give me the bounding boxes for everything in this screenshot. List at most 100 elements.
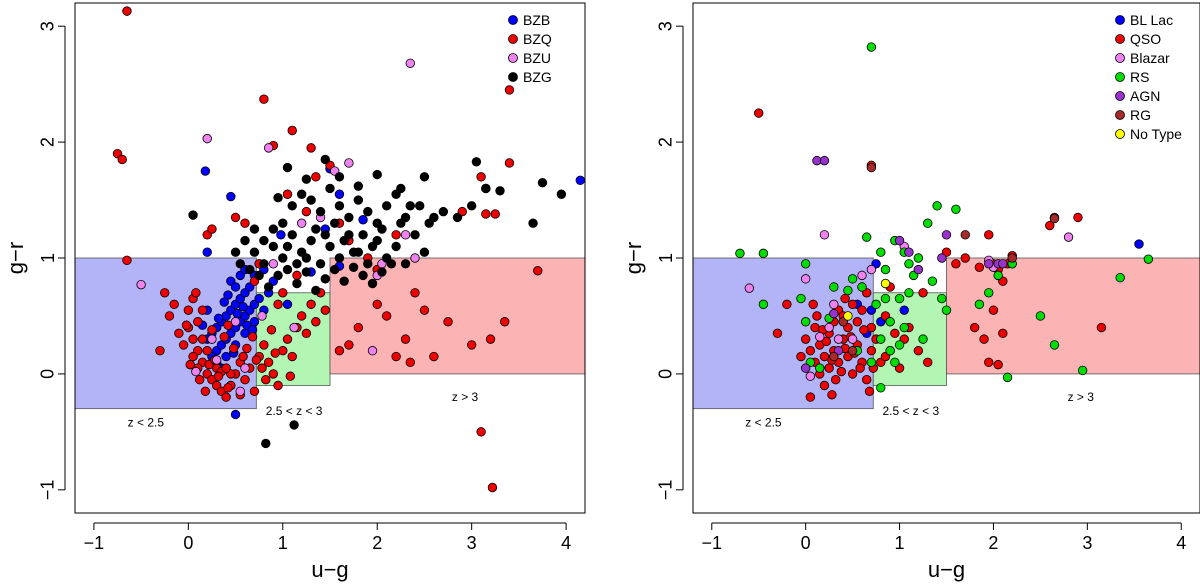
data-point bbox=[904, 288, 914, 298]
y-tick-label: 3 bbox=[656, 21, 676, 31]
data-point bbox=[296, 218, 307, 228]
data-point bbox=[829, 282, 839, 292]
data-point bbox=[320, 230, 330, 240]
data-point bbox=[805, 371, 816, 381]
data-point bbox=[808, 299, 818, 310]
data-point bbox=[282, 334, 293, 344]
data-point bbox=[160, 288, 170, 298]
data-point bbox=[377, 267, 387, 277]
data-point bbox=[363, 206, 373, 217]
data-point bbox=[202, 247, 212, 257]
data-point bbox=[800, 363, 811, 373]
data-point bbox=[268, 241, 279, 252]
data-point bbox=[899, 305, 909, 315]
legend-label: BZU bbox=[523, 50, 551, 66]
region-label: 2.5 < z < 3 bbox=[266, 404, 323, 418]
data-point bbox=[805, 392, 816, 402]
data-point bbox=[259, 94, 269, 104]
data-point bbox=[238, 301, 248, 312]
data-point bbox=[242, 343, 252, 354]
data-point bbox=[257, 311, 267, 321]
x-tick-label: 2 bbox=[372, 533, 382, 553]
data-point bbox=[207, 224, 217, 234]
data-point bbox=[169, 299, 179, 310]
data-point bbox=[185, 359, 195, 370]
data-point bbox=[400, 334, 411, 344]
data-point bbox=[282, 264, 293, 275]
data-point bbox=[410, 288, 420, 298]
region-label: z < 2.5 bbox=[745, 416, 782, 430]
y-tick-label: 0 bbox=[656, 369, 676, 379]
data-point bbox=[913, 253, 924, 263]
data-point bbox=[301, 253, 312, 263]
data-point bbox=[800, 317, 811, 327]
data-point bbox=[193, 317, 203, 327]
data-point bbox=[263, 357, 274, 368]
data-point bbox=[259, 235, 269, 246]
data-point bbox=[951, 204, 961, 215]
data-point bbox=[438, 206, 449, 217]
data-point bbox=[136, 279, 146, 290]
data-point bbox=[396, 183, 406, 194]
data-point bbox=[289, 420, 299, 430]
data-point bbox=[292, 278, 302, 289]
data-point bbox=[249, 224, 260, 234]
data-point bbox=[857, 282, 867, 292]
data-point bbox=[424, 218, 434, 228]
data-point bbox=[325, 241, 335, 252]
data-point bbox=[866, 42, 877, 52]
data-point bbox=[273, 380, 283, 391]
data-point bbox=[278, 218, 288, 228]
data-point bbox=[358, 230, 368, 240]
data-point bbox=[419, 305, 430, 315]
x-tick-label: 2 bbox=[988, 533, 998, 553]
data-point bbox=[829, 308, 839, 319]
data-point bbox=[287, 125, 297, 136]
data-point bbox=[334, 189, 345, 199]
data-point bbox=[1073, 212, 1083, 223]
data-point bbox=[754, 108, 764, 118]
y-tick-label: 3 bbox=[38, 21, 58, 31]
data-point bbox=[259, 259, 269, 269]
data-point bbox=[320, 274, 330, 284]
data-point bbox=[829, 299, 839, 310]
data-point bbox=[744, 283, 755, 293]
data-point bbox=[894, 235, 905, 246]
data-point bbox=[296, 189, 307, 199]
data-point bbox=[223, 383, 233, 393]
data-point bbox=[306, 143, 316, 153]
data-point bbox=[367, 346, 378, 356]
data-point bbox=[367, 241, 378, 252]
data-point bbox=[815, 363, 825, 373]
data-point bbox=[1134, 239, 1144, 249]
y-tick-label: 0 bbox=[38, 369, 58, 379]
data-point bbox=[221, 363, 231, 373]
region-label: 2.5 < z < 3 bbox=[882, 404, 939, 418]
legend-label: RS bbox=[1130, 69, 1149, 85]
legend-label: BZQ bbox=[523, 31, 552, 47]
data-point bbox=[941, 305, 952, 315]
data-point bbox=[268, 224, 279, 234]
data-point bbox=[268, 369, 279, 379]
data-point bbox=[960, 230, 970, 240]
data-point bbox=[381, 201, 392, 211]
data-point bbox=[796, 351, 806, 362]
data-point bbox=[819, 380, 830, 391]
data-point bbox=[927, 276, 938, 286]
data-point bbox=[367, 278, 378, 289]
data-point bbox=[261, 438, 271, 449]
legend-label: RG bbox=[1130, 107, 1151, 123]
data-point bbox=[487, 482, 498, 493]
data-point bbox=[278, 253, 288, 263]
data-point bbox=[481, 209, 491, 219]
data-point bbox=[819, 351, 830, 362]
data-point bbox=[287, 351, 297, 362]
data-point bbox=[885, 346, 895, 356]
data-point bbox=[857, 270, 867, 281]
data-point bbox=[405, 201, 415, 211]
data-point bbox=[847, 274, 858, 284]
data-point bbox=[1077, 365, 1088, 376]
data-point bbox=[240, 218, 250, 228]
data-point bbox=[270, 348, 280, 358]
y-tick-label: −1 bbox=[38, 480, 58, 501]
